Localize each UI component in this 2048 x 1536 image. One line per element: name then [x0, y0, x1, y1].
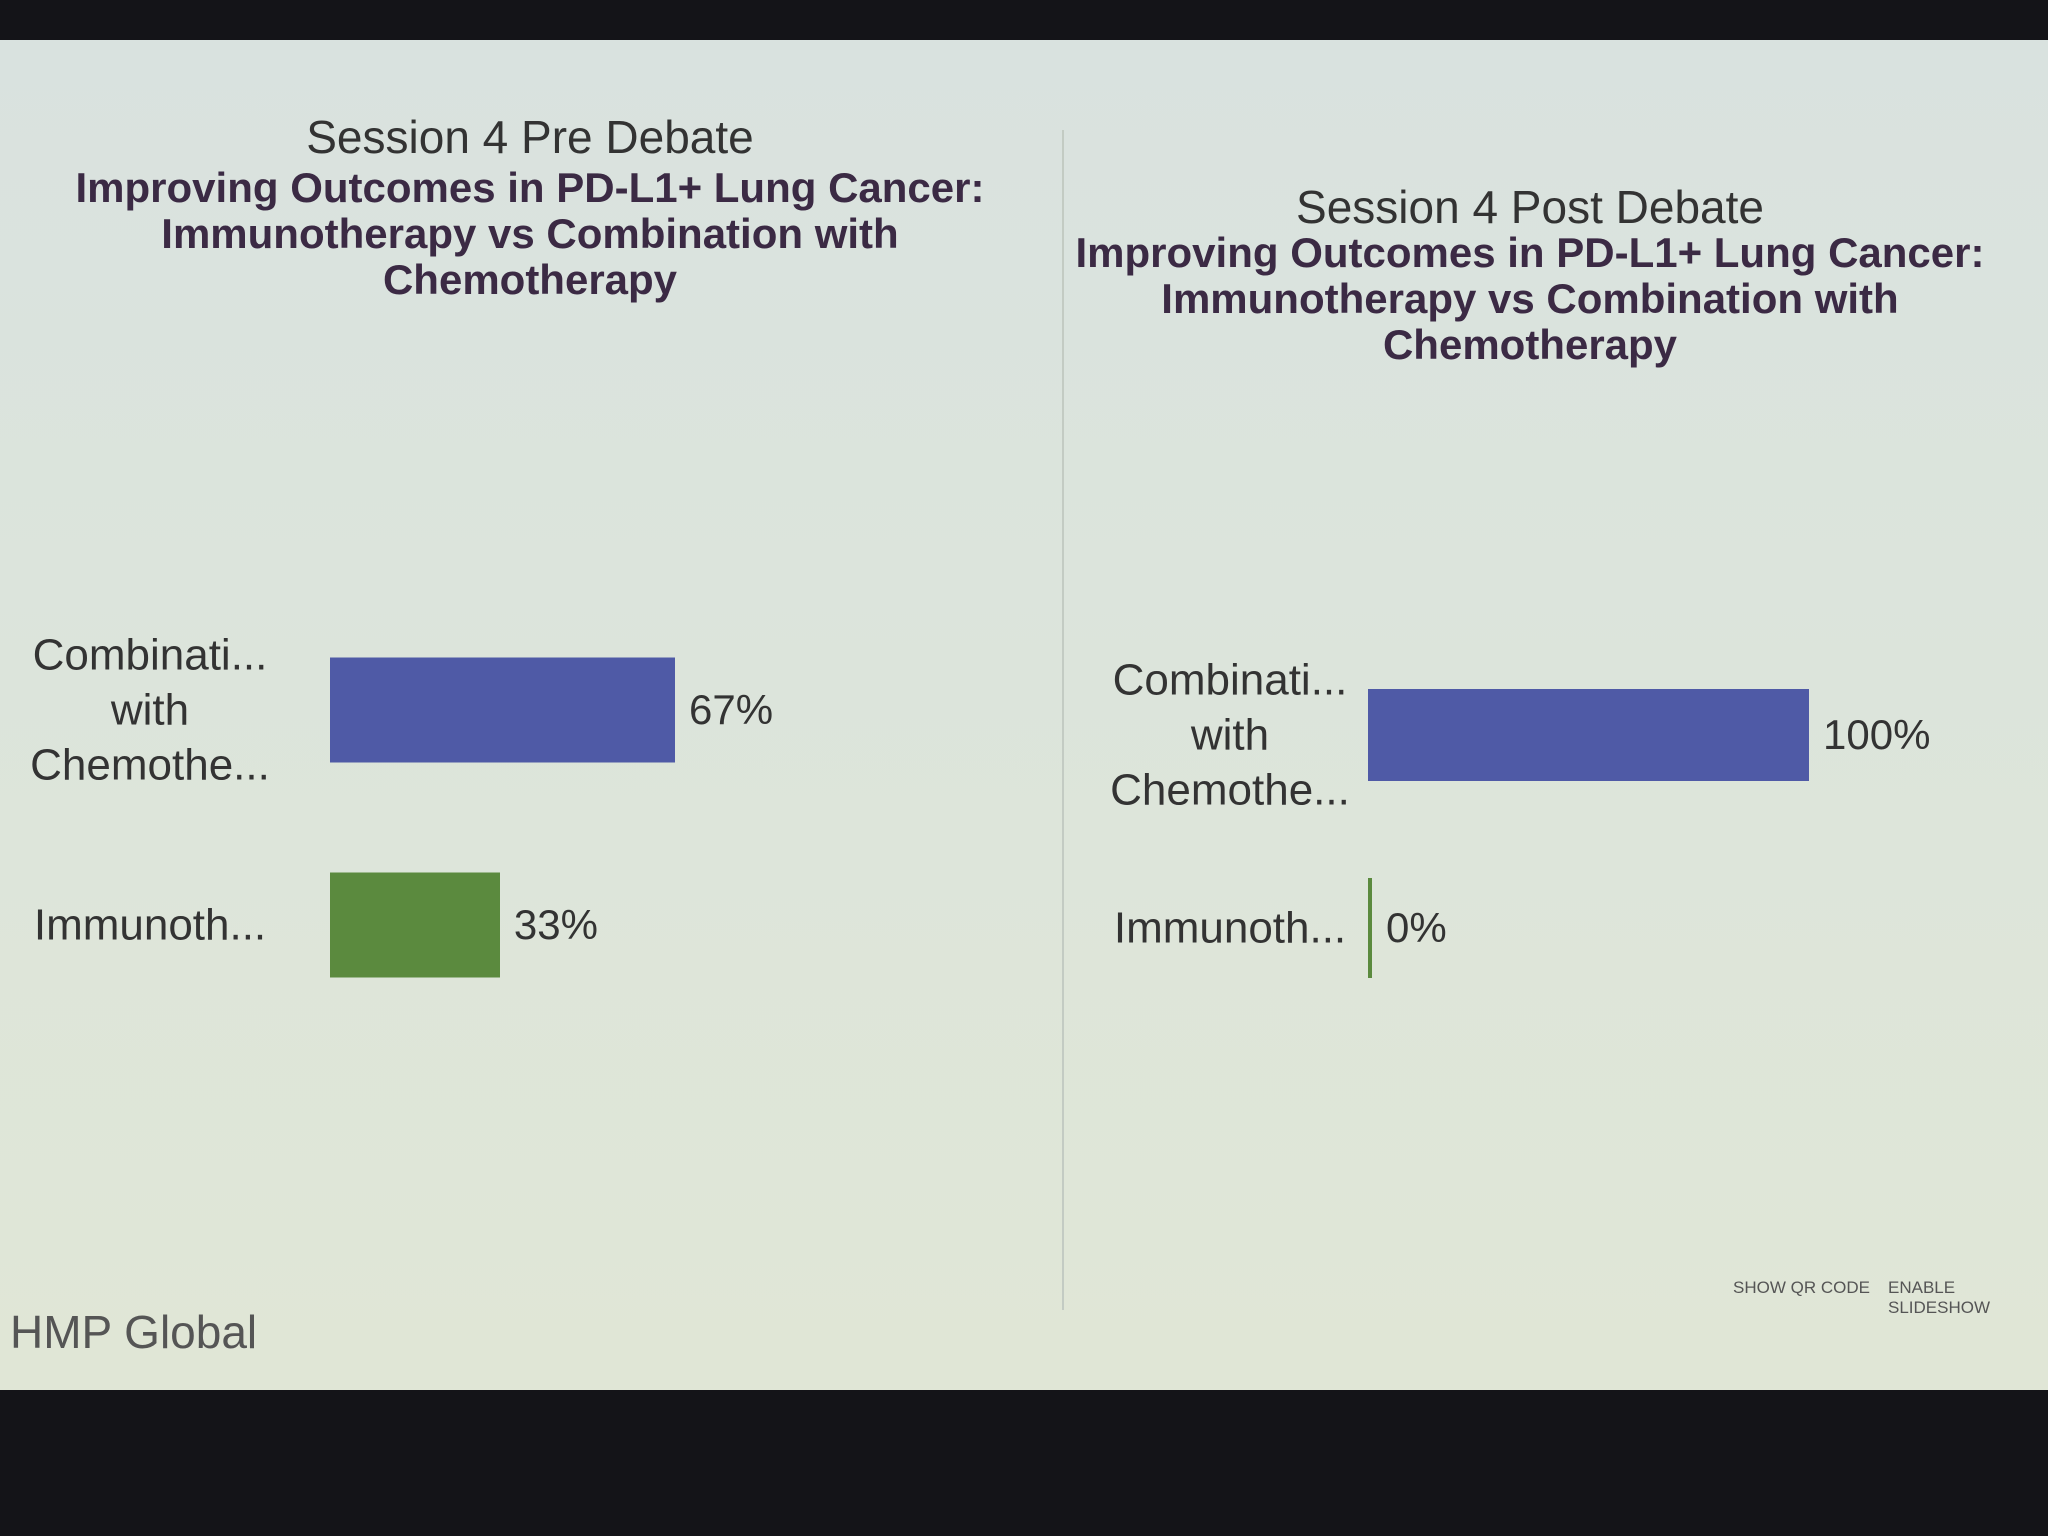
- bar: [1368, 689, 1809, 781]
- category-label: Immunoth...: [33, 900, 267, 950]
- value-label: 0%: [1386, 904, 1447, 951]
- chart-title: Improving Outcomes in PD-L1+ Lung Cancer…: [75, 164, 985, 304]
- category-label: Combinati... with Chemothe...: [30, 630, 270, 790]
- value-label: 67%: [689, 686, 774, 733]
- bar: [330, 872, 500, 978]
- divider: [1062, 130, 1064, 1310]
- chart: Session 4 Post Debate Improving Outcomes …: [1000, 40, 2048, 1340]
- value-label: 100%: [1823, 711, 1931, 758]
- chart-subtitle: Session 4 Pre Debate: [306, 111, 754, 163]
- logo: HMP Global: [10, 1306, 258, 1358]
- chart: Session 4 Pre Debate Improving Outcomes i…: [0, 40, 1060, 1340]
- chart-subtitle: Session 4 Post Debate: [1296, 181, 1764, 233]
- slideshow-button[interactable]: ENABLE SLIDESHOW: [1888, 1278, 1991, 1317]
- category-label: Immunoth...: [1113, 903, 1347, 953]
- bar: [1368, 878, 1372, 978]
- bar: [330, 657, 675, 763]
- chart-title: Improving Outcomes in PD-L1+ Lung Cancer…: [1075, 229, 1985, 369]
- value-label: 33%: [513, 901, 598, 948]
- slide: HMP Global SHOW QR CODE ENABLE SLIDESHOW…: [0, 40, 2048, 1390]
- qr-button[interactable]: SHOW QR CODE: [1733, 1278, 1870, 1297]
- category-label: Combinati... with Chemothe...: [1110, 655, 1350, 815]
